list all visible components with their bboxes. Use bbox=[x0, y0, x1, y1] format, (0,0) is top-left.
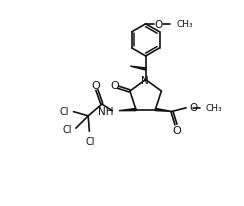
Text: Cl: Cl bbox=[62, 125, 72, 135]
Text: O: O bbox=[91, 81, 100, 91]
Text: O: O bbox=[154, 20, 163, 30]
Text: Cl: Cl bbox=[85, 136, 95, 146]
Polygon shape bbox=[155, 109, 172, 112]
Text: CH₃: CH₃ bbox=[205, 103, 222, 112]
Text: O: O bbox=[173, 125, 182, 135]
Text: NH: NH bbox=[98, 106, 114, 116]
Text: CH₃: CH₃ bbox=[177, 20, 193, 29]
Text: O: O bbox=[110, 81, 119, 91]
Polygon shape bbox=[130, 67, 146, 71]
Text: O: O bbox=[189, 103, 198, 113]
Text: N: N bbox=[141, 75, 149, 85]
Text: Cl: Cl bbox=[60, 107, 69, 117]
Polygon shape bbox=[119, 109, 136, 111]
